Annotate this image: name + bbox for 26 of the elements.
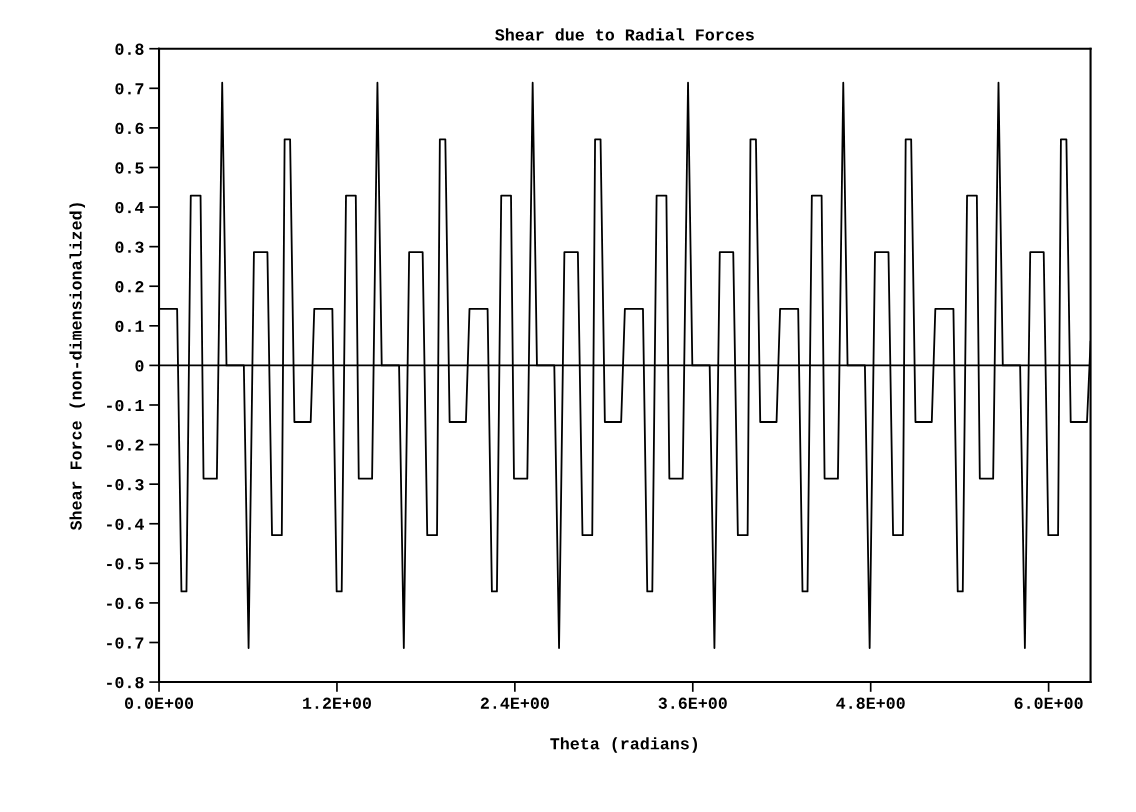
y-tick-label: -0.1 — [107, 399, 144, 412]
chart-title: Shear due to Radial Forces — [495, 28, 754, 41]
y-axis-title: Shear Force (non-dimensionalized) — [69, 203, 85, 531]
y-tick-label: 0.6 — [115, 122, 144, 135]
x-tick-label: 6.0E+00 — [1014, 697, 1083, 709]
y-tick-label: -0.4 — [107, 518, 144, 530]
y-tick-label: 0.7 — [115, 83, 144, 95]
x-tick-label: 3.6E+00 — [658, 697, 727, 709]
y-tick-label: 0.8 — [115, 43, 144, 55]
y-tick-label: -0.2 — [107, 439, 144, 451]
y-tick-label: 0.1 — [115, 320, 144, 333]
y-tick-label: 0.2 — [115, 281, 144, 293]
x-tick-label: 4.8E+00 — [836, 697, 905, 709]
x-tick-label: 0.0E+00 — [124, 697, 194, 709]
y-tick-label: -0.6 — [107, 597, 144, 610]
x-tick-label: 2.4E+00 — [480, 697, 549, 709]
y-tick-label: 0.3 — [115, 241, 144, 253]
x-axis-title: Theta (radians) — [550, 737, 698, 753]
y-tick-label: -0.7 — [107, 637, 144, 649]
y-tick-label: -0.5 — [107, 558, 144, 570]
y-tick-label: 0.5 — [115, 162, 144, 174]
y-tick-label: -0.8 — [107, 676, 144, 689]
y-tick-label: 0 — [135, 360, 144, 372]
y-tick-label: 0.4 — [115, 201, 144, 214]
y-tick-label: -0.3 — [107, 479, 144, 491]
x-tick-label: 1.2E+00 — [303, 697, 371, 709]
